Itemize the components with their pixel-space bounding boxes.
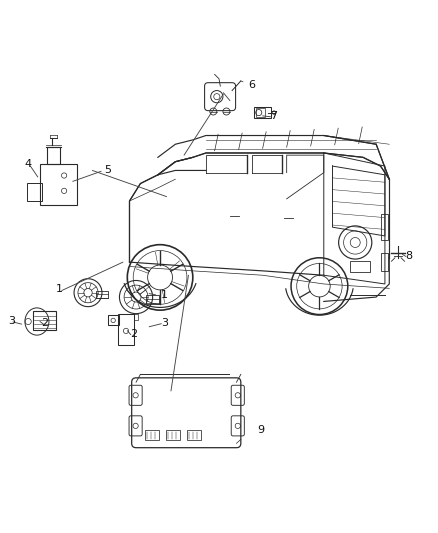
Bar: [96, 290, 108, 298]
Bar: [166, 430, 180, 440]
Bar: [134, 314, 138, 320]
Bar: [118, 314, 134, 345]
Text: 4: 4: [25, 159, 32, 169]
Text: 1: 1: [161, 290, 168, 300]
Bar: [27, 183, 42, 201]
Text: 5: 5: [104, 165, 111, 175]
Bar: [146, 295, 159, 304]
Bar: [145, 430, 159, 440]
Text: 9: 9: [257, 425, 264, 435]
Bar: [40, 164, 77, 205]
Bar: [32, 311, 56, 330]
Text: 8: 8: [405, 251, 413, 261]
Bar: [256, 108, 265, 117]
Bar: [254, 107, 272, 118]
Bar: [108, 316, 119, 325]
Bar: [381, 253, 388, 271]
Bar: [187, 430, 201, 440]
Bar: [381, 214, 388, 240]
Text: 7: 7: [270, 111, 277, 121]
Text: 3: 3: [161, 318, 168, 328]
Bar: [47, 147, 60, 164]
Text: 1: 1: [56, 284, 63, 294]
Text: 2: 2: [130, 329, 138, 339]
Text: 3: 3: [8, 316, 15, 326]
Bar: [350, 261, 370, 272]
Text: 6: 6: [248, 80, 255, 90]
Text: 2: 2: [41, 318, 48, 328]
